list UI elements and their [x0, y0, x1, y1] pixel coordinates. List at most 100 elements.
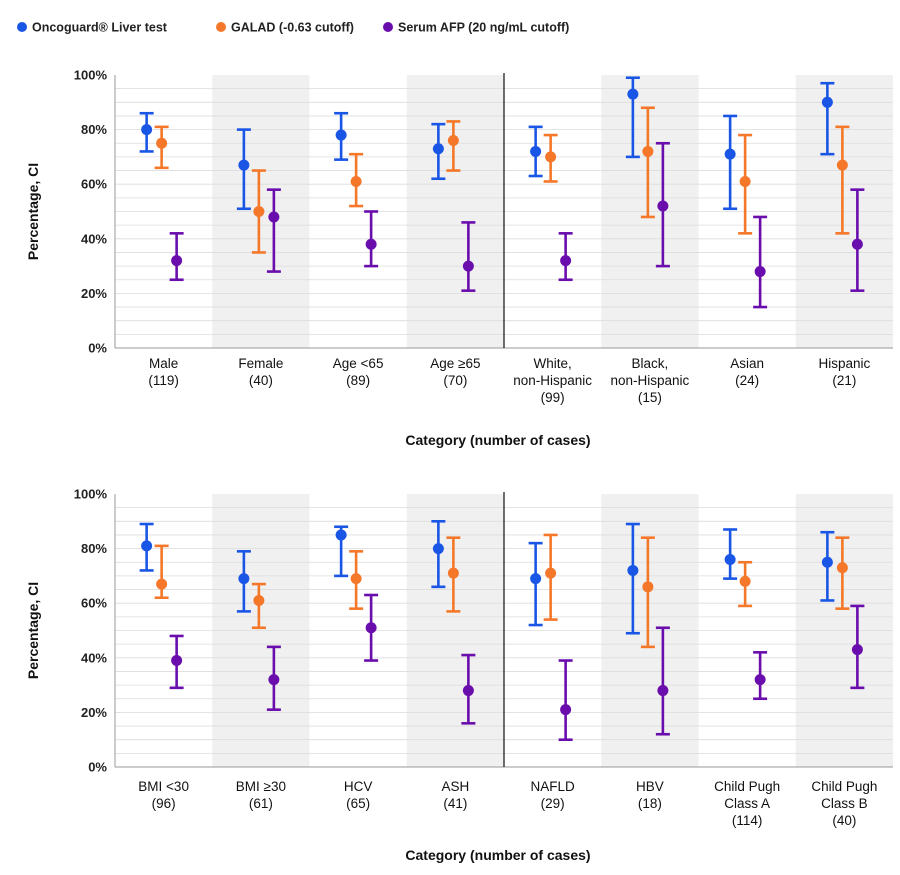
data-marker	[171, 655, 183, 667]
data-marker	[350, 573, 362, 585]
category-label-line: (65)	[346, 796, 370, 811]
data-marker	[253, 206, 265, 217]
data-marker	[432, 143, 444, 155]
category-label-line: (89)	[346, 373, 370, 388]
category-label: White, non-Hispanic (99)	[513, 356, 592, 405]
legend-label: GALAD (-0.63 cutoff)	[231, 21, 354, 35]
category-label-line: (99)	[541, 390, 565, 405]
y-tick-label: 0%	[88, 341, 107, 356]
data-point-2	[154, 544, 169, 600]
data-point-3	[461, 221, 476, 292]
data-point-1	[625, 76, 640, 159]
y-tick-label: 0%	[88, 760, 107, 775]
data-marker	[821, 96, 833, 108]
data-point-1	[528, 541, 543, 627]
data-marker	[545, 567, 557, 579]
y-tick-label: 20%	[81, 705, 107, 720]
data-marker	[365, 238, 377, 250]
category-label-line: Class A	[724, 796, 770, 811]
data-marker	[545, 151, 557, 163]
data-point-3	[753, 215, 768, 309]
x-axis-title: Category (number of cases)	[405, 432, 590, 448]
data-point-1	[723, 114, 738, 211]
data-point-3	[850, 604, 865, 690]
data-marker	[724, 148, 736, 160]
data-marker	[462, 685, 474, 697]
category-label-line: Age ≥65	[430, 356, 480, 371]
category-label-line: Hispanic	[818, 356, 870, 371]
category-label-line: (18)	[638, 796, 662, 811]
legend-item: Serum AFP (20 ng/mL cutoff)	[383, 21, 569, 35]
data-marker	[268, 211, 280, 223]
legend-label: Serum AFP (20 ng/mL cutoff)	[398, 21, 569, 35]
legend-item: GALAD (-0.63 cutoff)	[216, 21, 354, 35]
data-marker	[851, 238, 863, 250]
data-point-3	[169, 232, 184, 282]
category-label: Hispanic (21)	[818, 356, 870, 388]
data-point-2	[349, 152, 364, 208]
data-marker	[156, 137, 168, 149]
category-label-line: (40)	[249, 373, 273, 388]
chart-panel-1: 100% 80% 60% 40% 20% 0% Male (119) Female (40) Age…	[25, 68, 893, 448]
data-point-2	[640, 106, 655, 219]
data-marker	[657, 685, 669, 697]
data-marker	[462, 260, 474, 272]
y-tick-label: 60%	[81, 596, 107, 611]
data-point-3	[850, 188, 865, 292]
data-marker	[141, 124, 153, 136]
data-point-2	[251, 169, 266, 254]
data-marker	[365, 622, 377, 634]
data-marker	[739, 575, 751, 587]
data-marker	[335, 129, 347, 141]
legend-label: Oncoguard® Liver test	[32, 21, 168, 35]
y-tick-label: 80%	[81, 541, 107, 556]
data-point-2	[640, 536, 655, 649]
data-point-1	[723, 528, 738, 580]
data-point-2	[738, 133, 753, 235]
y-tick-label: 40%	[81, 650, 107, 665]
category-label: Asian (24)	[730, 356, 764, 388]
data-point-1	[431, 519, 446, 589]
category-label-line: (40)	[832, 813, 856, 828]
category-label: NAFLD (29)	[530, 779, 575, 811]
category-label-line: (96)	[152, 796, 176, 811]
category-label-line: NAFLD	[530, 779, 575, 794]
category-label-line: White,	[533, 356, 571, 371]
data-marker	[530, 573, 542, 585]
category-label-line: BMI ≥30	[236, 779, 286, 794]
category-label-line: (41)	[443, 796, 467, 811]
data-point-2	[835, 125, 850, 235]
data-marker	[642, 581, 654, 593]
data-marker	[238, 573, 250, 585]
data-marker	[560, 255, 572, 267]
data-point-2	[738, 560, 753, 608]
category-label-line: HBV	[636, 779, 664, 794]
category-label: Black, non-Hispanic (15)	[610, 356, 689, 405]
y-axis-title: Percentage, CI	[25, 163, 41, 260]
category-label: Child Pugh Class A (114)	[714, 779, 780, 828]
data-marker	[836, 562, 848, 574]
category-label-line: (15)	[638, 390, 662, 405]
data-marker	[642, 145, 654, 157]
category-label: Age ≥65 (70)	[430, 356, 480, 388]
legend-marker	[216, 22, 226, 32]
category-label: BMI ≥30 (61)	[236, 779, 286, 811]
y-axis-title: Percentage, CI	[25, 582, 41, 679]
category-label-line: Age <65	[333, 356, 384, 371]
data-marker	[739, 175, 751, 187]
data-marker	[530, 145, 542, 157]
data-point-1	[139, 111, 154, 153]
data-point-1	[820, 530, 835, 602]
category-label: HBV (18)	[636, 779, 664, 811]
data-point-3	[655, 141, 670, 268]
data-point-1	[431, 122, 446, 181]
category-label-line: HCV	[344, 779, 373, 794]
data-marker	[447, 567, 459, 579]
category-label-line: (61)	[249, 796, 273, 811]
data-marker	[335, 529, 347, 541]
data-point-3	[266, 645, 281, 711]
data-point-1	[820, 81, 835, 156]
legend-item: Oncoguard® Liver test	[17, 21, 168, 35]
data-marker	[171, 255, 183, 267]
data-marker	[560, 704, 572, 716]
